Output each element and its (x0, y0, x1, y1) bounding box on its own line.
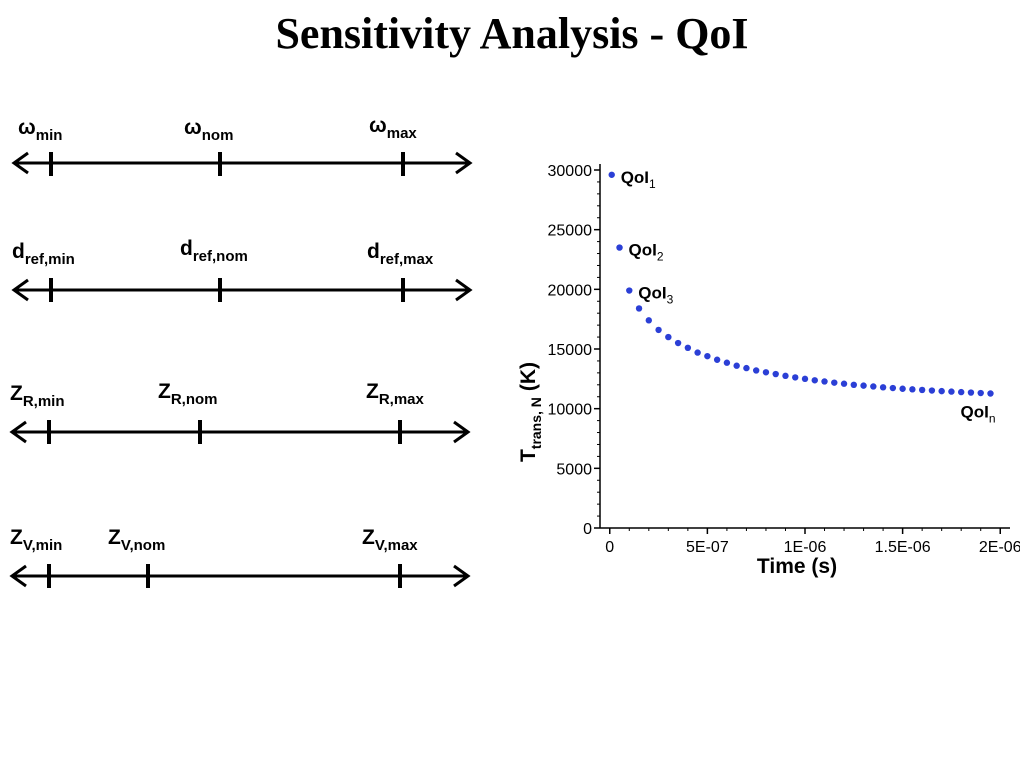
y-tick-label: 15000 (548, 342, 593, 359)
data-point (655, 326, 662, 334)
data-point (694, 349, 701, 356)
zr-max-label: ZR,max (366, 380, 424, 408)
x-tick-label: 0 (605, 539, 614, 556)
page-title: Sensitivity Analysis - QoI (275, 9, 749, 58)
data-point (645, 317, 653, 324)
data-point (957, 388, 965, 396)
y-tick-label: 10000 (548, 402, 593, 419)
data-point (850, 381, 858, 388)
data-point (821, 378, 828, 385)
data-point (792, 374, 799, 381)
data-point (801, 375, 809, 383)
data-point (674, 339, 682, 347)
qoi-label: QoI2 (629, 241, 664, 264)
zv-min-label: ZV,min (10, 526, 63, 554)
data-point (665, 333, 672, 341)
data-point (870, 383, 877, 390)
data-point (608, 171, 615, 178)
data-point (938, 387, 945, 395)
y-tick-label: 0 (583, 521, 592, 538)
omega-max-label: ωmax (369, 114, 417, 142)
data-point (772, 370, 779, 378)
dref-nom-label: dref,nom (180, 237, 248, 265)
x-tick-label: 2E-06 (979, 539, 1020, 556)
y-axis-label: Ttrans, N (K) (517, 362, 544, 462)
data-point (752, 367, 760, 374)
data-point (635, 305, 643, 312)
data-point (704, 352, 711, 360)
x-tick-label: 1E-06 (784, 539, 827, 556)
data-point (743, 364, 750, 372)
data-point (733, 362, 740, 369)
data-point (616, 244, 623, 251)
data-point (831, 379, 838, 386)
x-tick-label: 1.5E-06 (875, 539, 931, 556)
chart-axes (599, 164, 1010, 529)
data-point (928, 387, 936, 394)
data-points (608, 171, 994, 397)
data-point (840, 380, 848, 387)
omega-range-line (11, 151, 473, 176)
dref-range-line (11, 278, 473, 302)
dref-max-label: dref,max (367, 240, 434, 268)
qoi-annotations: QoI1 QoI2 QoI3 QoIn (621, 168, 996, 426)
data-point (860, 382, 867, 389)
data-point (713, 356, 721, 363)
zv-nom-label: ZV,nom (108, 526, 166, 554)
temperature-vs-time-chart: 0 5000 10000 15000 20000 25000 30000 0 5E-07 1E-… (517, 163, 1020, 578)
y-axis-label-sub: trans, N (528, 397, 544, 449)
data-point (723, 359, 731, 366)
data-point (967, 389, 975, 396)
qoi-label: QoIn (960, 403, 995, 426)
data-point (811, 377, 818, 384)
data-point (918, 386, 926, 394)
data-point (782, 372, 789, 380)
zr-range-line (9, 420, 471, 444)
dref-min-label: dref,min (12, 240, 75, 268)
omega-nom-label: ωnom (184, 116, 234, 144)
y-axis-ticks: 0 5000 10000 15000 20000 25000 30000 (548, 163, 600, 538)
x-axis-label: Time (s) (757, 555, 837, 578)
zr-nom-label: ZR,nom (158, 380, 218, 408)
y-axis-label-unit: (K) (517, 362, 540, 391)
data-point (626, 287, 633, 294)
y-tick-label: 20000 (548, 282, 593, 299)
data-point (889, 384, 897, 392)
svg-text:Ttrans, N(K): Ttrans, N (K) (517, 362, 544, 462)
data-point (899, 385, 906, 392)
zv-range-line (9, 564, 471, 588)
y-tick-label: 5000 (556, 461, 592, 478)
x-tick-label: 5E-07 (686, 539, 729, 556)
omega-min-label: ωmin (18, 116, 63, 144)
data-point (948, 388, 955, 395)
y-tick-label: 25000 (548, 223, 593, 240)
data-point (684, 344, 692, 352)
y-axis-label-base: T (517, 449, 540, 462)
x-axis-ticks: 0 5E-07 1E-06 1.5E-06 2E-06 (605, 528, 1020, 556)
zv-max-label: ZV,max (362, 526, 418, 554)
data-point (879, 384, 887, 391)
qoi-label: QoI1 (621, 168, 656, 191)
zr-min-label: ZR,min (10, 382, 65, 410)
data-point (987, 390, 994, 397)
data-point (977, 389, 984, 397)
data-point (762, 369, 770, 376)
parameter-range-diagram (9, 151, 473, 588)
qoi-label: QoI3 (638, 284, 673, 307)
y-tick-label: 30000 (548, 163, 593, 180)
data-point (909, 386, 916, 393)
